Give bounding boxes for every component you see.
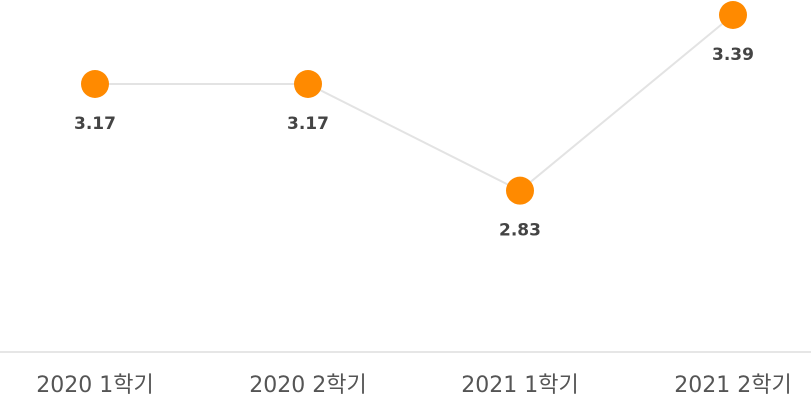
- x-tick-label: 2020 2학기: [249, 373, 366, 398]
- data-point: [506, 176, 534, 205]
- data-point-group: [81, 1, 747, 205]
- x-tick-label: 2021 2학기: [674, 373, 791, 398]
- category-label-group: 2020 1학기 2020 2학기 2021 1학기 2021 2학기: [36, 373, 791, 398]
- data-point: [719, 1, 747, 29]
- series-line: [95, 14, 734, 192]
- x-tick-label: 2020 1학기: [36, 373, 153, 398]
- data-point: [294, 70, 322, 98]
- x-tick-label: 2021 1학기: [461, 373, 578, 398]
- data-label: 3.17: [287, 114, 329, 134]
- series-line-group: [95, 14, 734, 192]
- data-point: [81, 70, 109, 98]
- data-label: 3.17: [74, 114, 116, 134]
- data-label-group: 3.17 3.17 2.83 3.39: [74, 45, 754, 241]
- data-label: 2.83: [499, 221, 541, 241]
- data-label: 3.39: [712, 45, 754, 65]
